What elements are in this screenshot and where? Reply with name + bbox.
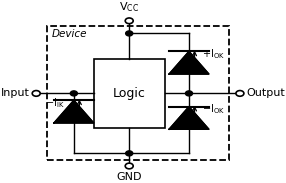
Circle shape: [70, 91, 78, 96]
Polygon shape: [94, 59, 165, 128]
Text: Input: Input: [1, 88, 29, 98]
Circle shape: [236, 91, 244, 96]
Circle shape: [185, 91, 192, 96]
Polygon shape: [54, 100, 94, 123]
Circle shape: [126, 31, 133, 36]
Text: $-$I$_{\mathregular{IK}}$: $-$I$_{\mathregular{IK}}$: [45, 96, 65, 110]
Text: GND: GND: [116, 172, 142, 182]
Text: Logic: Logic: [113, 87, 146, 100]
Polygon shape: [169, 107, 209, 129]
Polygon shape: [169, 51, 209, 74]
Text: $-$I$_{\mathregular{OK}}$: $-$I$_{\mathregular{OK}}$: [202, 102, 225, 116]
Circle shape: [125, 18, 133, 24]
Text: $+$I$_{\mathregular{OK}}$: $+$I$_{\mathregular{OK}}$: [202, 47, 225, 61]
Circle shape: [32, 91, 40, 96]
Text: V$_{\mathregular{CC}}$: V$_{\mathregular{CC}}$: [119, 1, 139, 14]
Circle shape: [126, 151, 133, 156]
Text: Output: Output: [247, 88, 285, 98]
Text: Device: Device: [52, 29, 87, 39]
Circle shape: [125, 163, 133, 169]
